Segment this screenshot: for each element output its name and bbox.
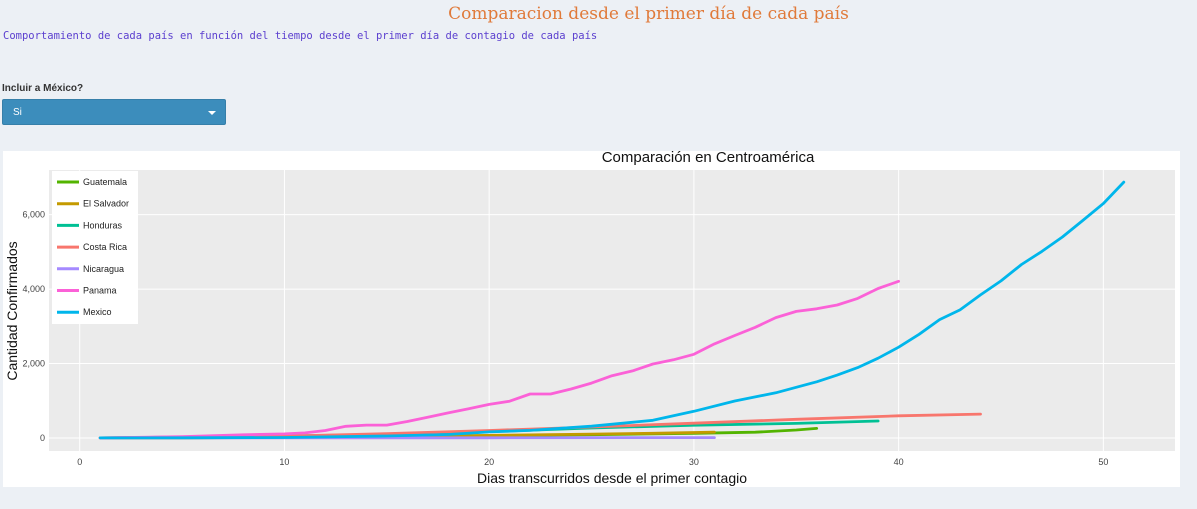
legend-label: Nicaragua [83,264,124,274]
plot-background [49,170,1175,451]
legend-label: El Salvador [83,199,129,209]
legend-item[interactable]: Panama [57,286,117,296]
x-axis-label: Dias transcurridos desde el primer conta… [477,470,747,486]
chart-legend: Guatemala El Salvador Honduras Costa Rica Ni… [52,171,138,324]
legend-label: Costa Rica [83,242,127,252]
chart-panel: Comparación en Centroamérica 0 10 20 30 40 50… [3,149,1180,487]
legend-item[interactable]: El Salvador [57,199,129,209]
include-mexico-selected-value: Si [13,107,22,118]
include-mexico-select[interactable]: Si [2,99,226,125]
chart-title: Comparación en Centroamérica [602,151,815,166]
x-tick-label: 10 [279,457,289,467]
y-tick-label: 2,000 [22,359,45,369]
legend-label: Panama [83,286,117,296]
include-mexico-label: Incluir a México? [2,83,84,94]
x-tick-label: 30 [689,457,699,467]
legend-item[interactable]: Guatemala [57,177,127,187]
page-title: Comparacion desde el primer día de cada … [448,4,849,24]
series-line-panama [98,279,900,440]
x-tick-label: 0 [77,457,82,467]
legend-label: Mexico [83,307,112,317]
x-tick-label: 50 [1098,457,1108,467]
legend-label: Honduras [83,220,123,230]
x-tick-label: 40 [894,457,904,467]
y-tick-label: 0 [40,433,45,443]
series-line-mexico [98,180,1126,440]
y-axis-label: Cantidad Confirmados [4,241,20,380]
page-subtitle: Comportamiento de cada país en función d… [3,30,598,42]
axis-ticks: 0 10 20 30 40 50 0 2,000 4,000 6,000 [22,210,1108,467]
series-lines [98,180,1126,440]
legend-item[interactable]: Mexico [57,307,112,317]
x-tick-label: 20 [484,457,494,467]
legend-item[interactable]: Costa Rica [57,242,127,252]
legend-item[interactable]: Honduras [57,220,123,230]
caret-down-icon [208,111,216,115]
y-tick-label: 4,000 [22,284,45,294]
y-tick-label: 6,000 [22,210,45,220]
comparison-chart: Comparación en Centroamérica 0 10 20 30 40 50… [4,149,1175,486]
legend-item[interactable]: Nicaragua [57,264,124,274]
legend-label: Guatemala [83,177,127,187]
